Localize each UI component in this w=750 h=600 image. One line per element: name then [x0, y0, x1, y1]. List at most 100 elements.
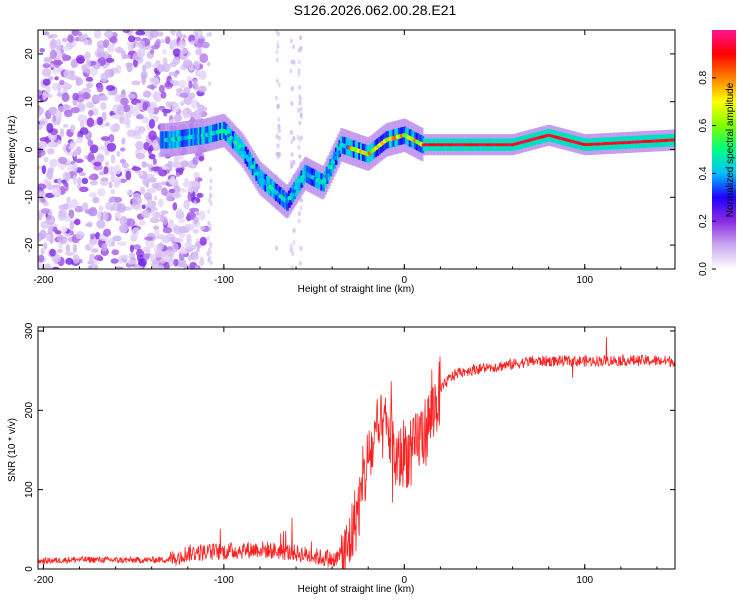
spectrogram-noise-cell	[48, 75, 54, 81]
spectrogram-track-core	[300, 175, 305, 180]
spectrogram-streak-cell	[297, 144, 301, 150]
spectrogram-track-core	[246, 157, 251, 163]
spectrogram-noise-cell	[78, 172, 86, 177]
spectrogram-noise-cell	[40, 265, 48, 269]
spectrogram-noise-cell	[152, 139, 159, 150]
spectrogram-streak-cell	[208, 81, 212, 87]
spectrogram-noise-cell	[46, 233, 51, 242]
spectrogram-noise-cell	[82, 33, 88, 39]
spectrogram-noise-cell	[175, 167, 184, 173]
spectrogram-noise-cell	[45, 84, 51, 94]
snr-y-tick-label: 100	[24, 481, 35, 498]
snr-series-line	[38, 337, 675, 569]
spectrogram-noise-cell	[108, 198, 116, 203]
spectrogram-noise-cell	[131, 106, 139, 117]
spectrogram-noise-cell	[177, 258, 187, 268]
spectrogram-noise-cell	[45, 93, 53, 98]
spectrogram-noise-cell	[38, 124, 43, 130]
spectrogram-noise-cell	[136, 49, 145, 58]
spectrogram-noise-cell	[44, 192, 55, 198]
spectrogram-noise-cell	[47, 167, 55, 174]
spectrogram-noise-cell	[101, 111, 107, 122]
spectrogram-track-core	[332, 155, 338, 160]
spectrogram-noise-cell	[136, 248, 142, 254]
spectrogram-streak-cell	[194, 242, 198, 248]
snr-x-tick-label: -200	[33, 575, 53, 586]
spectrogram-track-core	[241, 150, 247, 156]
spectrogram-noise-cell	[86, 82, 93, 89]
spectrogram-noise-cell	[61, 92, 70, 103]
spectrogram-noise-cell	[72, 92, 79, 101]
spectrogram-noise-cell	[111, 240, 116, 247]
spectrogram-noise-cell	[52, 114, 57, 122]
spectrogram-noise-cell	[76, 31, 83, 37]
spectrogram-noise-cell	[127, 259, 138, 265]
spectrogram-noise-cell	[158, 242, 165, 251]
spectrogram-noise-cell	[179, 92, 189, 98]
spectrogram-noise-cell	[67, 34, 74, 43]
spectrogram-noise-cell	[42, 78, 51, 86]
spectrogram-noise-cell	[87, 260, 95, 265]
spectrogram-streak-cell	[274, 95, 278, 101]
spectrogram-streak-cell	[208, 166, 212, 172]
spectrogram-noise-cell	[88, 175, 96, 180]
spectrogram-noise-cell	[115, 266, 124, 269]
spectrogram-noise-cell	[87, 139, 94, 147]
colorbar-axis: 0.0 0.2 0.4 0.6 0.8	[698, 70, 716, 276]
spectrogram-y-tick-label: -10	[24, 190, 35, 205]
spectrogram-noise-cell	[177, 79, 187, 89]
spectrogram-streak-cell	[275, 245, 279, 251]
spectrogram-noise-cell	[62, 123, 69, 128]
spectrogram-noise-cell	[40, 248, 45, 255]
spectrogram-noise-cell	[108, 69, 115, 77]
spectrogram-noise-cell	[96, 219, 106, 229]
spectrogram-noise-cell	[173, 72, 178, 78]
snr-y-tick-label: 300	[24, 322, 35, 339]
spectrogram-noise-cell	[197, 85, 207, 93]
spectrogram-noise-cell	[162, 57, 168, 65]
spectrogram-noise-cell	[62, 104, 70, 111]
spectrogram-noise-cell	[76, 57, 85, 64]
spectrogram-noise-cell	[95, 231, 101, 240]
spectrogram-noise-cell	[109, 36, 118, 44]
spectrogram-noise-cell	[41, 68, 52, 77]
spectrogram-noise-cell	[105, 201, 113, 211]
spectrogram-noise-cell	[42, 91, 47, 100]
spectrogram-x-label: Height of straight line (km)	[298, 284, 415, 295]
spectrogram-noise-cell	[59, 208, 67, 218]
spectrogram-noise-cell	[73, 219, 81, 225]
spectrogram-noise-cell	[75, 77, 84, 86]
colorbar-label: Normalized spectral amplitude	[725, 82, 736, 217]
spectrogram-noise-cell	[127, 35, 136, 43]
spectrogram-noise-cell	[77, 114, 88, 123]
spectrogram-noise-cell	[173, 258, 179, 267]
spectrogram-streak-cell	[193, 200, 197, 206]
spectrogram-noise-cell	[111, 249, 120, 256]
spectrogram-noise-cell	[135, 114, 144, 120]
spectrogram-noise-cell	[178, 232, 186, 238]
spectrogram-streak-cell	[299, 245, 303, 251]
snr-x-label: Height of straight line (km)	[298, 584, 415, 595]
spectrogram-noise-cell	[138, 40, 146, 49]
spectrogram-streak-cell	[289, 38, 293, 44]
spectrogram-noise-cell	[62, 45, 70, 52]
spectrogram-streak-cell	[206, 251, 210, 257]
spectrogram-noise-cell	[108, 133, 115, 143]
snr-x-tick-label: 100	[576, 575, 593, 586]
spectrogram-track-core	[337, 146, 342, 151]
spectrogram-noise-cell	[127, 44, 134, 52]
spectrogram-y-tick-label: -20	[24, 237, 35, 252]
spectrogram-noise-cell	[180, 160, 189, 168]
spectrogram-track-core	[287, 195, 292, 201]
spectrogram-noise-cell	[199, 225, 206, 231]
spectrogram-noise-cell	[96, 116, 104, 126]
spectrogram-noise-cell	[168, 178, 176, 185]
spectrogram-x-tick-label: 0	[402, 275, 408, 286]
spectrogram-noise-cell	[67, 165, 74, 172]
spectrogram-noise-cell	[88, 109, 94, 117]
spectrogram-noise-cell	[38, 183, 47, 190]
spectrogram-noise-cell	[100, 177, 109, 182]
spectrogram-noise-cell	[200, 106, 208, 112]
spectrogram-noise-cell	[153, 225, 159, 230]
spectrogram-streak-cell	[196, 210, 200, 216]
